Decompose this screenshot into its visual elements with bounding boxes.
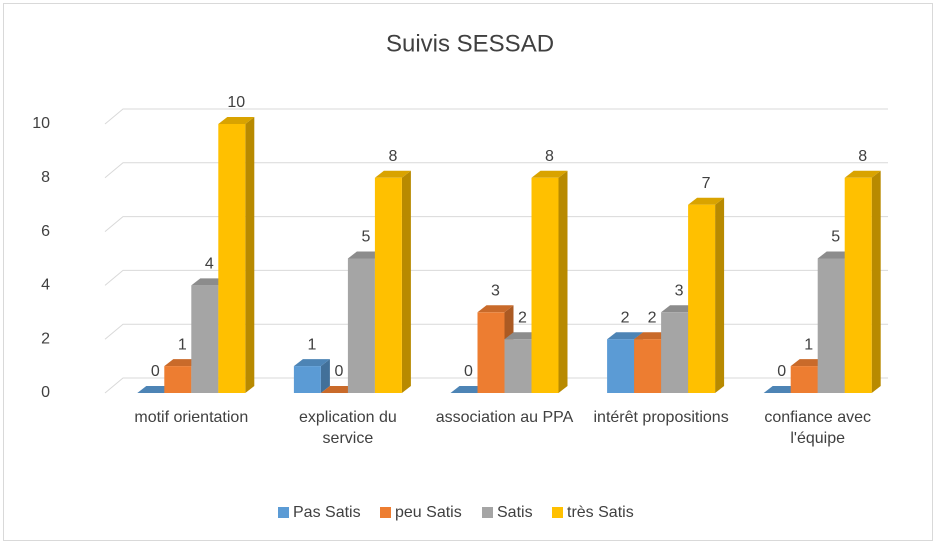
value-label: 8 xyxy=(388,148,397,165)
y-tick-label: 2 xyxy=(41,330,50,347)
bar-side xyxy=(320,359,330,393)
bar xyxy=(688,204,716,393)
bar-top xyxy=(844,170,881,178)
value-label: 1 xyxy=(804,336,813,353)
bar xyxy=(504,339,532,393)
y-tick-label: 4 xyxy=(41,277,50,294)
x-tick-label: explication du service xyxy=(298,409,397,447)
value-label: 10 xyxy=(227,94,245,111)
x-tick-label: motif orientation xyxy=(134,409,249,426)
bar-top xyxy=(607,332,644,340)
bar-top xyxy=(531,170,568,178)
value-label: 8 xyxy=(545,148,554,165)
value-label: 2 xyxy=(648,309,657,326)
bar xyxy=(374,177,402,393)
legend-swatch xyxy=(380,507,391,518)
bar-top xyxy=(688,197,725,205)
legend-label: très Satis xyxy=(567,504,634,521)
value-label: 0 xyxy=(151,363,160,380)
legend-label: Pas Satis xyxy=(293,504,361,521)
bar xyxy=(607,339,635,393)
bar-top xyxy=(477,305,514,313)
y-tick-label: 8 xyxy=(41,169,50,186)
legend-swatch xyxy=(278,507,289,518)
grid-line xyxy=(104,162,888,179)
legend-swatch xyxy=(552,507,563,518)
value-label: 7 xyxy=(702,175,711,192)
bar-side xyxy=(245,117,255,393)
y-tick-label: 6 xyxy=(41,223,50,240)
bar xyxy=(347,258,375,393)
legend-swatch xyxy=(482,507,493,518)
chart-frame xyxy=(3,3,933,541)
value-label: 4 xyxy=(205,256,214,273)
grid-line xyxy=(104,269,888,286)
value-label: 3 xyxy=(675,283,684,300)
bar-side xyxy=(715,197,725,393)
value-label: 2 xyxy=(518,309,527,326)
bar-top xyxy=(218,117,255,124)
value-label: 0 xyxy=(334,363,343,380)
bar xyxy=(164,366,192,393)
value-label: 1 xyxy=(307,336,316,353)
value-label: 1 xyxy=(178,336,187,353)
value-label: 8 xyxy=(858,148,867,165)
bar-side xyxy=(871,170,881,393)
bar-side xyxy=(401,170,411,393)
bar xyxy=(790,366,818,393)
value-label: 2 xyxy=(621,309,630,326)
grid-line xyxy=(104,323,888,340)
grid-line xyxy=(104,108,888,125)
bar xyxy=(844,177,872,393)
bar xyxy=(531,177,559,393)
value-label: 0 xyxy=(464,363,473,380)
legend-label: Satis xyxy=(497,504,533,521)
value-label: 0 xyxy=(777,363,786,380)
bar-top xyxy=(293,359,330,367)
value-label: 5 xyxy=(831,229,840,246)
x-tick-label: confiance avec l'équipe xyxy=(764,409,872,447)
y-tick-label: 10 xyxy=(32,115,50,132)
grid-line xyxy=(104,216,888,232)
x-tick-label: association au PPA xyxy=(435,409,574,426)
bar xyxy=(661,312,689,393)
bar-side xyxy=(558,170,568,393)
bar xyxy=(817,258,845,393)
value-label: 3 xyxy=(491,283,500,300)
bar-top xyxy=(374,170,411,178)
x-tick-label: intérêt propositions xyxy=(593,409,729,426)
bar xyxy=(218,124,246,393)
bar xyxy=(634,339,662,393)
value-label: 5 xyxy=(361,229,370,246)
chart-title: Suivis SESSAD xyxy=(386,30,554,57)
bar xyxy=(293,366,321,393)
bar xyxy=(477,312,505,393)
legend-label: peu Satis xyxy=(395,504,462,521)
y-tick-label: 0 xyxy=(41,384,50,401)
bar xyxy=(191,285,219,393)
